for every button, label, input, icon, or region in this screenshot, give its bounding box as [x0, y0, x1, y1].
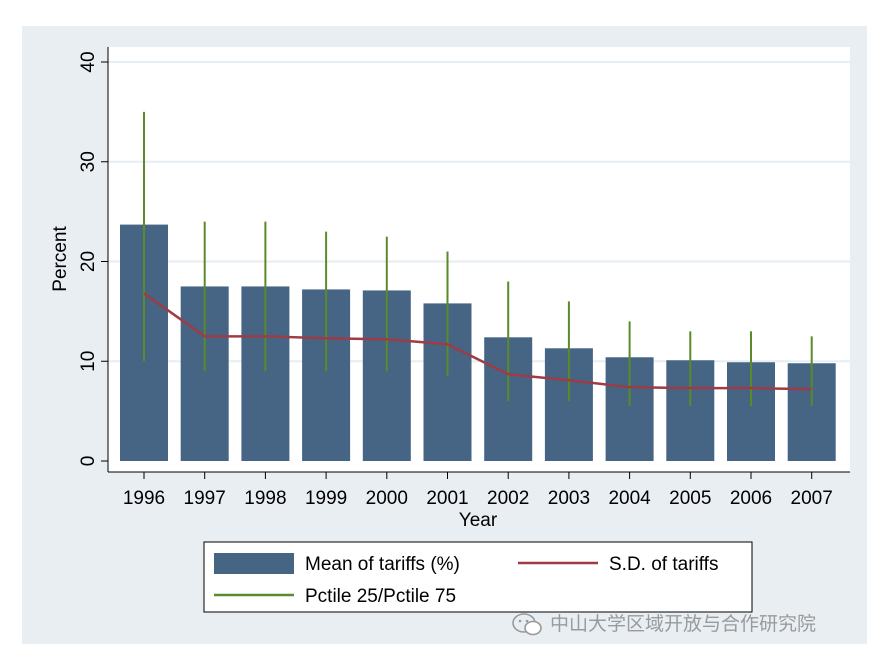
watermark-text: 中山大学区域开放与合作研究院 — [550, 613, 816, 635]
y-tick-labels: 0 10 20 30 40 — [78, 51, 99, 466]
legend-label-mean: Mean of tariffs (%) — [305, 554, 460, 575]
x-tick-label: 2006 — [730, 488, 772, 509]
wechat-icon — [512, 613, 542, 636]
x-tick-label: 2007 — [791, 488, 833, 509]
sd-line-layer — [143, 292, 812, 391]
gridlines — [108, 61, 850, 363]
x-tick-label: 2005 — [669, 488, 711, 509]
legend-swatch-mean — [214, 553, 294, 574]
x-tick-label: 2000 — [366, 488, 408, 509]
watermark: 中山大学区域开放与合作研究院 — [512, 613, 816, 636]
axes — [101, 47, 850, 479]
x-tick-label: 1996 — [123, 488, 165, 509]
y-tick-label: 0 — [78, 456, 99, 467]
x-tick-label: 2001 — [426, 488, 468, 509]
y-tick-label: 40 — [78, 51, 99, 72]
x-tick-label: 1999 — [305, 488, 347, 509]
legend-label-sd: S.D. of tariffs — [609, 554, 718, 575]
legend-label-pctile: Pctile 25/Pctile 75 — [305, 586, 456, 607]
y-axis-title: Percent — [50, 226, 71, 292]
sd-line — [143, 292, 812, 391]
x-axis-title: Year — [459, 510, 498, 531]
x-tick-label: 2004 — [608, 488, 651, 509]
x-tick-labels: 1996 1997 1998 1999 2000 2001 2002 2003 2004 2005… — [123, 488, 833, 509]
range-lines — [143, 111, 813, 407]
plot-area — [108, 47, 850, 472]
y-tick-label: 10 — [78, 351, 99, 372]
x-tick-label: 2003 — [548, 488, 590, 509]
legend-box — [203, 541, 753, 613]
legend: Mean of tariffs (%) S.D. of tariffs Pcti… — [203, 541, 753, 613]
x-tick-label: 1998 — [244, 488, 286, 509]
y-tick-label: 20 — [78, 251, 99, 272]
y-tick-label: 30 — [78, 151, 99, 172]
x-tick-label: 2002 — [487, 488, 529, 509]
x-tick-label: 1997 — [184, 488, 226, 509]
